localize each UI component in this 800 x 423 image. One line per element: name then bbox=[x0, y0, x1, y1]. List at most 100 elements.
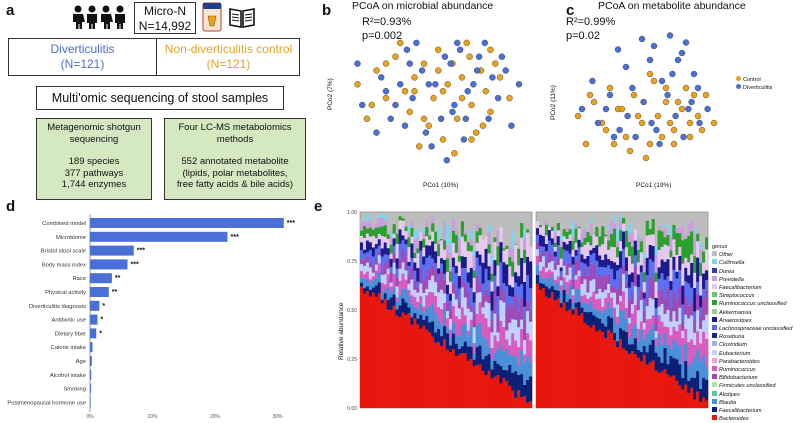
bar-category-label: Microbiome bbox=[56, 235, 86, 241]
genus-legend-item: Firmicutes unclassified bbox=[712, 382, 792, 390]
genus-segment bbox=[488, 295, 491, 303]
genus-segment bbox=[551, 275, 554, 286]
genus-segment bbox=[496, 286, 499, 296]
genus-segment bbox=[580, 254, 583, 262]
genus-segment bbox=[384, 237, 387, 243]
genus-segment bbox=[601, 226, 604, 244]
genus-segment bbox=[443, 260, 446, 274]
genus-segment bbox=[434, 313, 437, 332]
genus-segment bbox=[470, 347, 473, 359]
scatter-point-diverticulitis bbox=[359, 102, 365, 108]
genus-segment bbox=[643, 251, 646, 259]
genus-segment bbox=[572, 302, 575, 309]
genus-segment bbox=[637, 298, 640, 311]
bacteroides-segment bbox=[434, 342, 437, 408]
genus-segment bbox=[613, 318, 616, 333]
genus-segment bbox=[634, 255, 637, 266]
genus-segment bbox=[569, 299, 572, 309]
genus-segment bbox=[372, 230, 375, 236]
metagenomic-pathways: 377 pathways bbox=[37, 168, 151, 180]
genus-segment bbox=[595, 227, 598, 237]
genus-segment bbox=[425, 245, 428, 258]
genus-segment bbox=[634, 305, 637, 324]
scatter-point-control bbox=[611, 141, 617, 147]
scatter-point-control bbox=[459, 95, 465, 101]
genus-segment bbox=[631, 282, 634, 292]
genus-segment bbox=[678, 287, 681, 308]
y-tick-label: 0.00 bbox=[347, 406, 357, 412]
genus-segment bbox=[384, 220, 387, 225]
bacteroides-segment bbox=[390, 310, 393, 408]
genus-segment bbox=[607, 250, 610, 259]
genus-segment bbox=[536, 265, 539, 275]
scatter-point-diverticulitis bbox=[641, 99, 647, 105]
scatter-point-diverticulitis bbox=[429, 143, 435, 149]
bar bbox=[90, 246, 134, 256]
genus-segment bbox=[690, 288, 693, 302]
genus-segment bbox=[523, 229, 526, 239]
genus-segment bbox=[699, 361, 702, 389]
genus-segment bbox=[637, 287, 640, 297]
genus-segment bbox=[619, 328, 622, 339]
genus-segment bbox=[690, 254, 693, 262]
sample-tube-icon bbox=[200, 2, 224, 32]
genus-segment bbox=[526, 380, 529, 402]
genus-segment bbox=[551, 272, 554, 276]
genus-segment bbox=[658, 267, 661, 279]
genus-segment bbox=[529, 288, 532, 312]
genus-segment bbox=[482, 314, 485, 337]
genus-segment bbox=[678, 256, 681, 270]
genus-segment bbox=[470, 320, 473, 327]
genus-segment bbox=[690, 315, 693, 339]
scatter-point-control bbox=[687, 134, 693, 140]
genus-segment bbox=[661, 247, 664, 260]
genus-segment bbox=[470, 245, 473, 251]
genus-segment bbox=[566, 294, 569, 302]
genus-segment bbox=[589, 224, 592, 236]
genus-segment bbox=[440, 240, 443, 258]
genus-legend-item: Streptococcus bbox=[712, 292, 792, 300]
genus-segment bbox=[702, 273, 705, 289]
genus-segment bbox=[455, 316, 458, 334]
genus-segment bbox=[437, 274, 440, 281]
genus-segment bbox=[419, 232, 422, 241]
genus-segment bbox=[360, 283, 363, 287]
genus-segment bbox=[652, 324, 655, 340]
bacteroides-segment bbox=[520, 397, 523, 408]
genus-segment bbox=[360, 271, 363, 278]
genus-segment bbox=[455, 299, 458, 316]
genus-segment bbox=[485, 318, 488, 339]
genus-segment bbox=[696, 331, 699, 349]
genus-segment bbox=[511, 355, 514, 372]
scatter-point-control bbox=[473, 130, 479, 136]
genus-segment bbox=[622, 310, 625, 330]
significance-label: *** bbox=[137, 248, 145, 255]
genus-segment bbox=[520, 223, 523, 238]
genus-segment bbox=[634, 241, 637, 256]
control-count: (N=121) bbox=[157, 57, 300, 72]
genus-segment bbox=[458, 302, 461, 308]
genus-segment bbox=[583, 229, 586, 238]
genus-legend-item: Parabacteroides bbox=[712, 358, 792, 366]
genus-segment bbox=[622, 249, 625, 266]
genus-segment bbox=[666, 259, 669, 276]
genus-segment bbox=[542, 278, 545, 284]
genus-segment bbox=[664, 327, 667, 334]
genus-segment bbox=[563, 283, 566, 290]
genus-segment bbox=[523, 307, 526, 321]
genus-legend-label: Blautia bbox=[719, 400, 736, 406]
genus-segment bbox=[520, 320, 523, 329]
genus-segment bbox=[407, 307, 410, 313]
genus-segment bbox=[675, 301, 678, 322]
genus-segment bbox=[422, 281, 425, 293]
diverticulitis-group: Diverticulitis (N=121) bbox=[9, 42, 156, 72]
genus-segment bbox=[419, 304, 422, 315]
genus-segment bbox=[580, 276, 583, 284]
genus-segment bbox=[551, 227, 554, 231]
genus-segment bbox=[410, 243, 413, 258]
bacteroides-segment bbox=[601, 332, 604, 408]
genus-segment bbox=[592, 265, 595, 279]
genus-segment bbox=[496, 266, 499, 287]
genus-segment bbox=[678, 233, 681, 247]
